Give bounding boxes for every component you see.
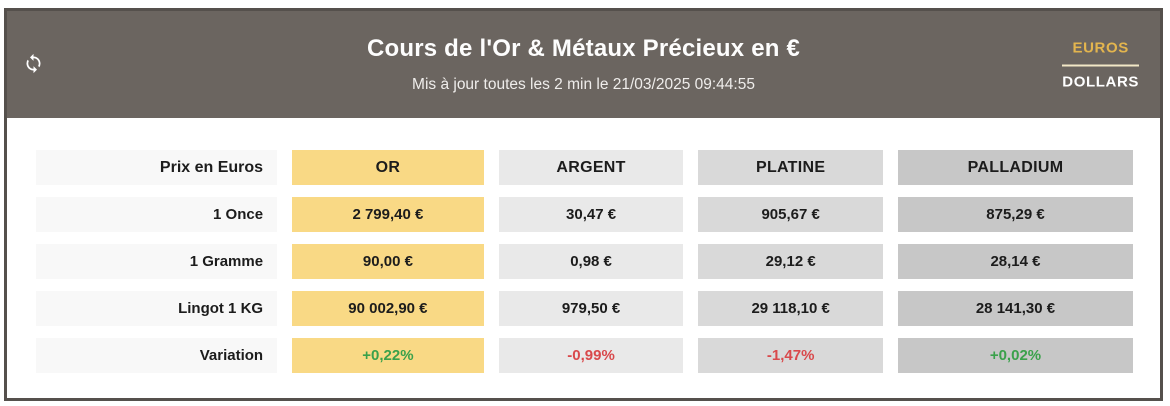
- price-argent-once: 30,47 €: [498, 197, 684, 232]
- column-header-palladium: PALLADIUM: [897, 150, 1133, 185]
- price-or-gramme: 90,00 €: [292, 244, 484, 279]
- price-platine-gramme: 29,12 €: [698, 244, 883, 279]
- last-update-text: Mis à jour toutes les 2 min le 21/03/202…: [412, 76, 755, 93]
- table-corner-label: Prix en Euros: [36, 150, 278, 185]
- widget-body: Prix en Euros OR ARGENT PLATINE PALLADIU…: [7, 118, 1160, 398]
- price-argent-gramme: 0,98 €: [498, 244, 684, 279]
- refresh-button[interactable]: [20, 52, 46, 78]
- refresh-icon: [23, 53, 44, 77]
- gold-prices-widget: Cours de l'Or & Métaux Précieux en € Mis…: [4, 8, 1163, 401]
- row-label-gramme: 1 Gramme: [36, 244, 278, 279]
- price-table: Prix en Euros OR ARGENT PLATINE PALLADIU…: [36, 150, 1133, 373]
- widget-header: Cours de l'Or & Métaux Précieux en € Mis…: [7, 11, 1160, 118]
- price-or-lingot: 90 002,90 €: [292, 291, 484, 326]
- price-palladium-gramme: 28,14 €: [897, 244, 1133, 279]
- row-label-lingot: Lingot 1 KG: [36, 291, 278, 326]
- price-palladium-once: 875,29 €: [897, 197, 1133, 232]
- row-label-variation: Variation: [36, 338, 278, 373]
- variation-argent: -0,99%: [498, 338, 684, 373]
- row-label-once: 1 Once: [36, 197, 278, 232]
- column-header-or: OR: [292, 150, 484, 185]
- price-platine-lingot: 29 118,10 €: [698, 291, 883, 326]
- currency-toggle: EUROS DOLLARS: [1062, 39, 1139, 90]
- price-or-once: 2 799,40 €: [292, 197, 484, 232]
- page-title: Cours de l'Or & Métaux Précieux en €: [366, 35, 801, 62]
- price-argent-lingot: 979,50 €: [498, 291, 684, 326]
- variation-palladium: +0,02%: [897, 338, 1133, 373]
- column-header-argent: ARGENT: [498, 150, 684, 185]
- currency-euros-button[interactable]: EUROS: [1062, 39, 1139, 66]
- currency-dollars-button[interactable]: DOLLARS: [1062, 66, 1139, 90]
- column-header-platine: PLATINE: [698, 150, 883, 185]
- price-platine-once: 905,67 €: [698, 197, 883, 232]
- variation-platine: -1,47%: [698, 338, 883, 373]
- price-palladium-lingot: 28 141,30 €: [897, 291, 1133, 326]
- variation-or: +0,22%: [292, 338, 484, 373]
